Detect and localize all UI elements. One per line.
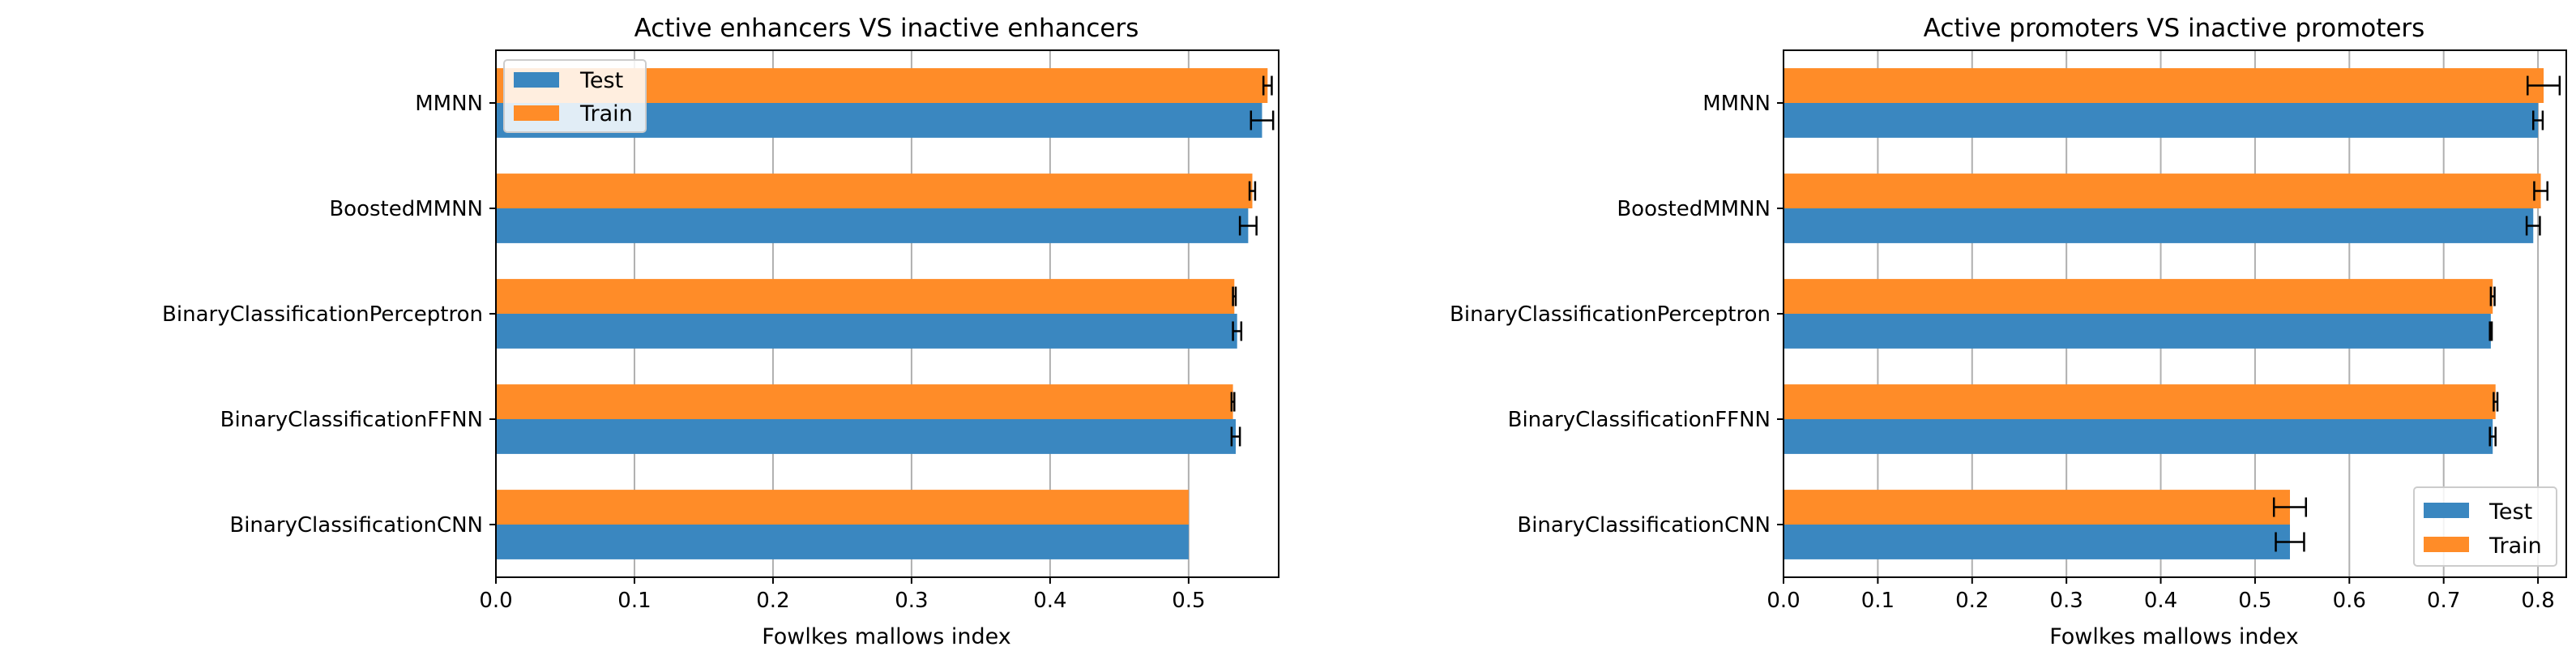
x-tick-label: 0.5 — [1172, 589, 1205, 613]
error-bar-train — [2493, 392, 2499, 412]
error-bar-test — [1238, 216, 1258, 236]
y-tick-label: BinaryClassificationFFNN — [220, 408, 483, 432]
y-tick-label: BinaryClassificationPerceptron — [162, 302, 483, 327]
bar-train-binary-classification-perceptron — [496, 279, 1235, 314]
y-tick-label: BinaryClassificationFFNN — [1508, 408, 1771, 432]
y-tick-label: MMNN — [1702, 92, 1771, 116]
error-bar-test — [1230, 426, 1241, 447]
error-bar-train — [1230, 392, 1236, 412]
error-bar-test — [2488, 321, 2493, 341]
legend-test-swatch — [2424, 503, 2469, 518]
bar-test-binary-classification-ffnn — [1784, 419, 2493, 454]
bar-train-mmnn — [1784, 68, 2544, 103]
error-bars — [1230, 75, 1275, 447]
error-bar-train — [2489, 286, 2496, 306]
x-tick-label: 0.4 — [2144, 589, 2177, 613]
error-bar-train — [1232, 286, 1237, 306]
error-bar-test — [2275, 532, 2305, 552]
y-ticks: MMNN BoostedMMNN BinaryClassificationPerce… — [1450, 92, 1784, 538]
bar-train-boosted-mmnn — [1784, 173, 2541, 208]
chart-title: Active enhancers VS inactive enhancers — [634, 14, 1139, 43]
x-tick-label: 0.8 — [2521, 589, 2554, 613]
error-bar-test — [1232, 321, 1243, 341]
x-tick-label: 0.3 — [895, 589, 928, 613]
bar-test-binary-classification-cnn — [496, 525, 1189, 559]
y-tick-label: BinaryClassificationCNN — [1517, 513, 1771, 538]
y-tick-label: BinaryClassificationPerceptron — [1450, 302, 1771, 327]
y-tick-label: BoostedMMNN — [1617, 197, 1771, 221]
y-tick-label: BoostedMMNN — [329, 197, 483, 221]
bars — [496, 68, 1268, 559]
y-tick-label: MMNN — [415, 92, 483, 116]
legend-test-label: Test — [579, 68, 623, 93]
bar-train-binary-classification-perceptron — [1784, 279, 2493, 314]
legend-train-swatch — [2424, 537, 2469, 552]
legend: Test Train — [2413, 486, 2557, 567]
bar-train-binary-classification-cnn — [1784, 490, 2290, 525]
x-axis-label: Fowlkes mallows index — [2049, 624, 2299, 649]
chart-title: Active promoters VS inactive promoters — [1924, 14, 2425, 43]
bar-test-binary-classification-perceptron — [1784, 314, 2491, 349]
error-bar-train — [2272, 497, 2308, 517]
bar-train-boosted-mmnn — [496, 173, 1253, 208]
bar-train-binary-classification-cnn — [496, 490, 1189, 525]
error-bar-test — [1250, 110, 1275, 131]
error-bars — [2272, 75, 2561, 552]
x-ticks: 0.0 0.1 0.2 0.3 0.4 0.5 0.6 0.7 0.8 — [1766, 577, 2555, 613]
legend-train-label: Train — [579, 101, 633, 126]
bar-train-binary-classification-ffnn — [496, 384, 1233, 419]
legend-test-label: Test — [2488, 499, 2532, 525]
x-tick-label: 0.1 — [1861, 589, 1895, 613]
bar-train-binary-classification-ffnn — [1784, 384, 2496, 419]
error-bar-train — [1262, 75, 1273, 96]
x-tick-label: 0.0 — [479, 589, 512, 613]
bar-test-binary-classification-perceptron — [496, 314, 1237, 349]
legend: Test Train — [503, 59, 647, 133]
x-tick-label: 0.5 — [2238, 589, 2271, 613]
legend-test-swatch — [514, 72, 559, 88]
error-bar-train — [2527, 75, 2561, 96]
bar-test-boosted-mmnn — [1784, 208, 2534, 243]
bar-test-boosted-mmnn — [496, 208, 1249, 243]
promoters-chart: Active promoters VS inactive promoters 0… — [1450, 14, 2567, 649]
error-bar-train — [2533, 181, 2548, 201]
y-ticks: MMNN BoostedMMNN BinaryClassificationPerce… — [162, 92, 496, 538]
x-tick-label: 0.3 — [2049, 589, 2083, 613]
x-ticks: 0.0 0.1 0.2 0.3 0.4 0.5 — [479, 577, 1206, 613]
bars — [1784, 68, 2544, 559]
x-axis-label: Fowlkes mallows index — [762, 624, 1011, 649]
x-tick-label: 0.6 — [2333, 589, 2366, 613]
bar-test-mmnn — [1784, 103, 2539, 138]
x-tick-label: 0.2 — [1955, 589, 1989, 613]
y-tick-label: BinaryClassificationCNN — [229, 513, 483, 538]
error-bar-test — [2525, 216, 2541, 236]
x-tick-label: 0.1 — [617, 589, 651, 613]
error-bar-train — [1248, 181, 1257, 201]
error-bar-test — [2532, 110, 2544, 131]
error-bar-test — [2488, 426, 2497, 447]
x-tick-label: 0.7 — [2427, 589, 2460, 613]
bar-test-binary-classification-cnn — [1784, 525, 2290, 559]
bar-test-binary-classification-ffnn — [496, 419, 1236, 454]
x-tick-label: 0.0 — [1766, 589, 1800, 613]
legend-train-swatch — [514, 105, 559, 121]
legend-train-label: Train — [2488, 533, 2542, 559]
x-tick-label: 0.4 — [1033, 589, 1066, 613]
enhancers-chart: Active enhancers VS inactive enhancers 0… — [162, 14, 1279, 649]
x-tick-label: 0.2 — [756, 589, 789, 613]
